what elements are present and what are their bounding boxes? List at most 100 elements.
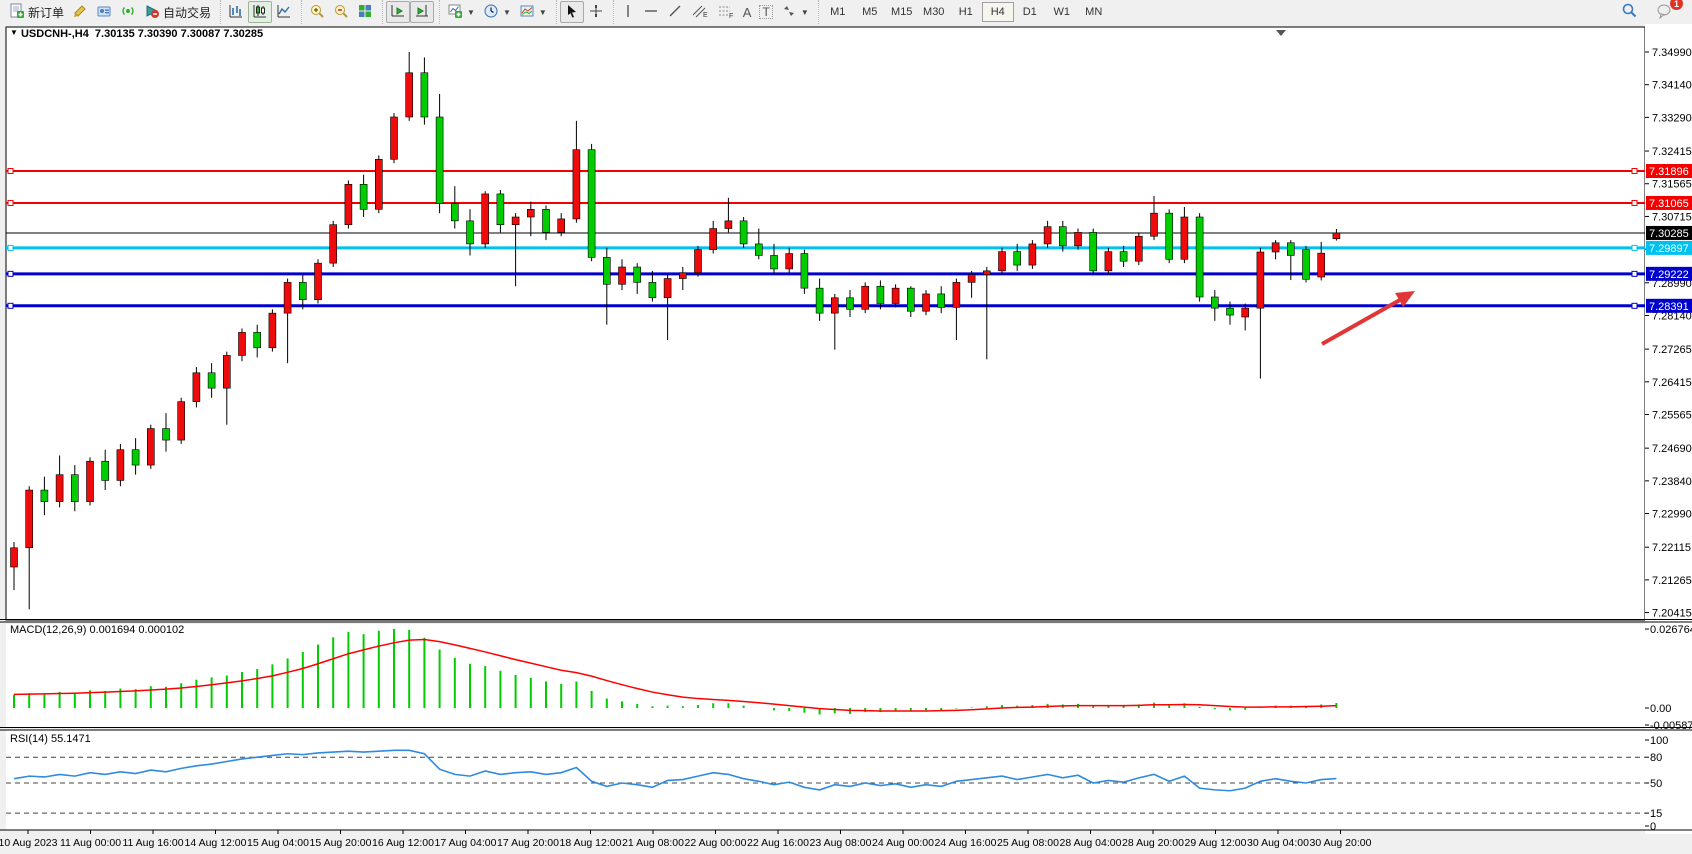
time-axis-label: 10 Aug 2023 (0, 837, 58, 849)
candlestick-chart-button[interactable] (248, 1, 273, 23)
candlestick-chart-icon (252, 3, 268, 22)
line-handle[interactable] (1631, 270, 1638, 277)
candle-body (253, 332, 261, 349)
vertical-line-tool[interactable] (617, 1, 639, 23)
candle-body (177, 401, 185, 441)
text-tool[interactable]: A (739, 1, 756, 23)
period-dropdown[interactable]: ▼ (479, 1, 515, 23)
timeframe-button-D1[interactable]: D1 (1022, 6, 1037, 18)
rsi-tick-label: 15 (1650, 808, 1662, 820)
line-handle[interactable] (1631, 168, 1638, 174)
vertical-line-icon (621, 3, 635, 22)
chart-shift-button[interactable] (410, 1, 435, 23)
candle-body (724, 220, 733, 229)
zoom-in-button[interactable] (305, 1, 329, 23)
candle-body (542, 209, 550, 233)
chevron-down-icon: ▼ (538, 7, 547, 17)
tile-windows-button[interactable] (353, 1, 377, 23)
candle-body (298, 282, 307, 300)
timeframe-button-W1[interactable]: W1 (1053, 6, 1070, 18)
new-chart-dropdown[interactable]: ▼ (443, 1, 479, 23)
candle-body (405, 72, 414, 118)
styler-button[interactable] (68, 1, 92, 23)
timeframe-button-H1[interactable]: H1 (958, 6, 973, 18)
candle-body (861, 285, 870, 310)
new-chart-icon (447, 3, 463, 22)
timeframe-button-M15[interactable]: M15 (891, 6, 913, 18)
symbol-ohlc-bar[interactable]: ▼ USDCNH-,H4 7.30135 7.30390 7.30087 7.3… (10, 28, 263, 40)
candle-body (1089, 232, 1097, 272)
line-handle[interactable] (7, 199, 14, 206)
line-handle[interactable] (7, 302, 14, 309)
candle-body (770, 255, 778, 270)
macd-tick-label: 0.00 (1650, 703, 1671, 715)
time-axis-label: 15 Aug 04:00 (247, 837, 309, 849)
line-chart-button[interactable] (272, 1, 296, 23)
expander-icon[interactable]: ▼ (10, 28, 18, 37)
chart-shift-marker[interactable] (1276, 30, 1286, 36)
price-tick-label: 7.26415 (1652, 377, 1692, 389)
candle-body (633, 266, 642, 283)
line-handle[interactable] (1631, 199, 1638, 206)
rsi-pane[interactable] (6, 730, 1645, 830)
arrow-object-head[interactable] (1395, 291, 1415, 308)
svg-text:E: E (703, 12, 708, 19)
time-axis-label: 17 Aug 04:00 (435, 837, 497, 849)
search-icon (1621, 2, 1638, 22)
time-axis-label: 30 Aug 20:00 (1310, 837, 1372, 849)
price-axis-column (1645, 24, 1692, 834)
zoom-out-button[interactable] (329, 1, 353, 23)
text-tool-icon: A (742, 4, 752, 20)
text-label-icon: T (759, 5, 773, 19)
equidistant-channel-tool[interactable]: E (687, 1, 713, 23)
autotrading-button[interactable]: 自动交易 (140, 1, 215, 23)
new-order-button[interactable]: 新订单 (5, 1, 68, 23)
search-button[interactable] (1617, 1, 1642, 23)
line-handle[interactable] (1631, 244, 1638, 251)
candle-body (876, 285, 885, 304)
timeframe-button-M5[interactable]: M5 (862, 6, 878, 18)
tile-windows-icon (357, 3, 373, 22)
auto-scroll-button[interactable] (386, 1, 411, 23)
text-label-tool[interactable]: T (755, 1, 776, 23)
bar-chart-button[interactable] (224, 1, 248, 23)
crosshair-button[interactable] (584, 1, 608, 23)
trendline-icon (667, 3, 683, 22)
candle-body (1074, 232, 1082, 247)
horizontal-line-tool[interactable] (639, 1, 663, 23)
timeframe-button-H4[interactable]: H4 (981, 2, 1014, 22)
macd-pane[interactable] (6, 624, 1645, 727)
candle-body (1256, 251, 1265, 309)
profiles-button[interactable] (92, 1, 116, 23)
chart-window[interactable]: 7.34990 7.34140 7.33290 7.32415 7.31565 7.307… (0, 24, 1692, 854)
price-badge-label: 7.30285 (1649, 228, 1689, 240)
notifications-button[interactable]: 1 (1652, 0, 1683, 23)
timeframe-button-M30[interactable]: M30 (923, 6, 945, 18)
chat-bubble-icon (1656, 3, 1674, 22)
line-handle[interactable] (7, 168, 14, 174)
candle-body (359, 184, 368, 210)
timeframe-button-MN[interactable]: MN (1085, 6, 1103, 18)
line-handle[interactable] (7, 244, 14, 251)
price-tick-label: 7.30715 (1652, 211, 1692, 223)
arrow-object-shaft[interactable] (1321, 294, 1408, 346)
macd-signal-line (13, 638, 1337, 712)
timeframe-button-M1[interactable]: M1 (830, 6, 846, 18)
signal-icon (120, 3, 136, 22)
main-pane[interactable] (5, 26, 1646, 621)
fibonacci-tool[interactable]: F (713, 1, 739, 23)
brush-icon (72, 3, 88, 22)
trendline-tool[interactable] (663, 1, 687, 23)
candle-body (648, 282, 657, 299)
alerts-button[interactable] (116, 1, 140, 23)
macd-tick-label: 0.026764 (1650, 624, 1692, 636)
profiles-icon (96, 3, 112, 22)
line-handle[interactable] (1631, 302, 1638, 309)
arrows-dropdown[interactable]: ▼ (777, 1, 813, 23)
price-badge-label: 7.28391 (1649, 301, 1689, 313)
line-handle[interactable] (7, 270, 14, 277)
candle-body (329, 224, 338, 264)
cursor-button[interactable] (559, 1, 584, 23)
templates-dropdown[interactable]: ▼ (515, 1, 551, 23)
chart-canvas[interactable]: 7.34990 7.34140 7.33290 7.32415 7.31565 7.307… (0, 24, 1692, 854)
